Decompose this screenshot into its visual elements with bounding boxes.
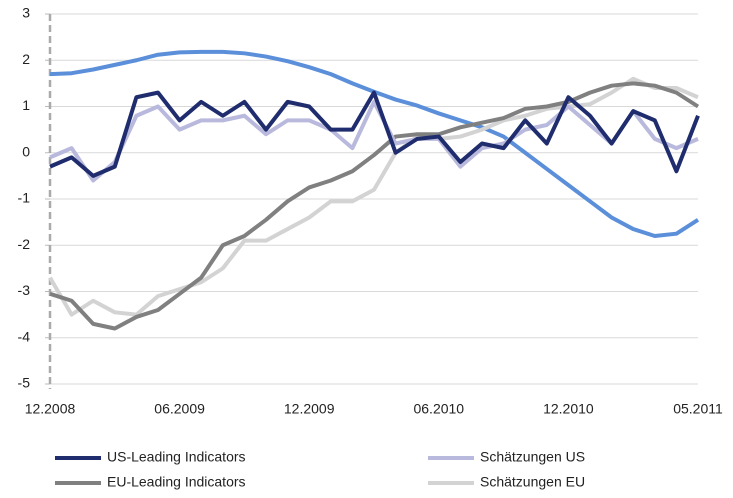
data-line: [49, 99, 699, 183]
x-tick-label: 06.2010: [413, 401, 464, 417]
x-tick-label: 12.2008: [25, 401, 76, 417]
y-tick-label: -1: [18, 190, 31, 206]
x-tick-label: 06.2009: [154, 401, 205, 417]
y-tick-label: 0: [22, 143, 30, 159]
y-tick-label: -5: [18, 375, 31, 391]
y-tick-label: -3: [18, 282, 31, 298]
data-line: [49, 81, 700, 331]
x-tick-label: 12.2009: [284, 401, 335, 417]
y-tick-label: 3: [22, 5, 30, 21]
x-tick-label: 12.2010: [543, 401, 594, 417]
legend-label: US-Leading Indicators: [107, 449, 246, 465]
legend-label: Schätzungen EU: [480, 474, 585, 490]
y-tick-label: 2: [22, 51, 30, 67]
legend-label: EU-Leading Indicators: [107, 474, 246, 490]
y-tick-label: -2: [18, 236, 31, 252]
y-tick-label: -4: [18, 328, 31, 344]
x-tick-label: 05.2011: [673, 401, 723, 417]
legend-label: Schätzungen US: [480, 449, 585, 465]
data-line: [48, 76, 699, 317]
data-line: [49, 90, 700, 178]
data-line: [49, 49, 700, 238]
y-tick-label: 1: [22, 97, 30, 113]
